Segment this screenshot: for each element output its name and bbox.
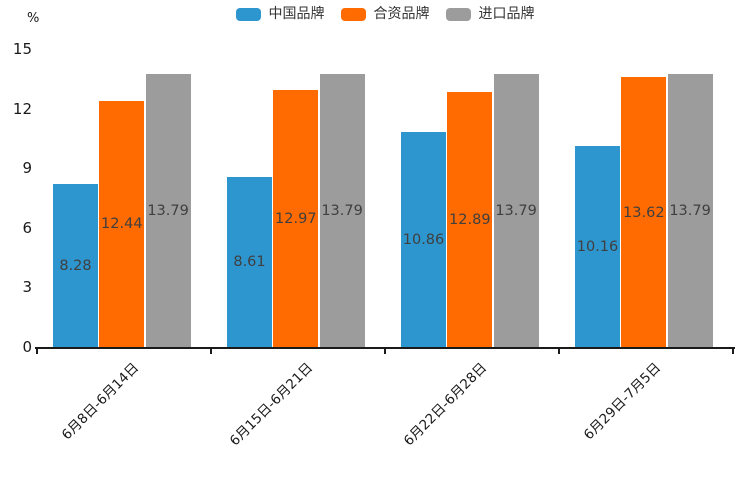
x-tick-mark bbox=[732, 348, 734, 354]
y-tick-label: 6 bbox=[22, 218, 32, 237]
legend-item[interactable]: 中国品牌 bbox=[235, 6, 325, 22]
legend-swatch-icon bbox=[235, 7, 261, 21]
bar bbox=[621, 77, 667, 348]
bar bbox=[273, 90, 319, 348]
bar-value-label: 8.61 bbox=[233, 254, 266, 271]
bar-value-label: 13.79 bbox=[147, 203, 189, 220]
bar-value-label: 12.97 bbox=[275, 211, 317, 228]
bar-value-label: 10.16 bbox=[576, 239, 619, 256]
bar-value-label: 10.86 bbox=[402, 232, 445, 249]
legend-label: 合资品牌 bbox=[373, 6, 430, 22]
legend-label: 中国品牌 bbox=[268, 6, 325, 22]
x-tick-label: 6月15日-6月21日 bbox=[226, 359, 317, 450]
bar bbox=[319, 74, 365, 348]
legend-item[interactable]: 合资品牌 bbox=[340, 6, 430, 22]
y-tick-label: 3 bbox=[22, 278, 32, 297]
y-tick-label: 12 bbox=[12, 99, 32, 118]
bar-value-label: 12.44 bbox=[101, 216, 143, 233]
y-tick-label: 9 bbox=[22, 159, 32, 178]
x-tick-mark bbox=[384, 348, 386, 354]
bar bbox=[401, 132, 446, 348]
bar bbox=[145, 74, 191, 348]
x-tick-label: 6月8日-6月14日 bbox=[58, 359, 143, 444]
bar bbox=[53, 183, 98, 348]
bar bbox=[575, 146, 620, 348]
bar bbox=[447, 91, 493, 348]
bar-value-label: 13.79 bbox=[669, 203, 711, 220]
legend-swatch-icon bbox=[340, 7, 366, 21]
y-tick-label: 15 bbox=[12, 40, 32, 58]
bar-value-label: 13.79 bbox=[321, 203, 363, 220]
y-axis-unit-label: % bbox=[27, 11, 40, 26]
bar bbox=[493, 74, 539, 348]
chart-legend: 中国品牌 合资品牌 进口品牌 bbox=[37, 6, 733, 22]
bar-value-label: 8.28 bbox=[59, 257, 92, 274]
x-tick-label: 6月22日-6月28日 bbox=[400, 359, 491, 450]
y-tick-label: 0 bbox=[22, 338, 32, 356]
bar-value-label: 13.79 bbox=[495, 203, 537, 220]
x-tick-mark bbox=[558, 348, 560, 354]
legend-item[interactable]: 进口品牌 bbox=[445, 6, 535, 22]
bar bbox=[99, 100, 145, 348]
bar-value-label: 12.89 bbox=[449, 211, 491, 228]
legend-label: 进口品牌 bbox=[478, 6, 535, 22]
x-tick-mark bbox=[210, 348, 212, 354]
legend-swatch-icon bbox=[445, 7, 471, 21]
bar bbox=[667, 74, 713, 348]
x-tick-label: 6月29日-7月5日 bbox=[580, 359, 665, 444]
x-tick-mark bbox=[36, 348, 38, 354]
bar bbox=[227, 176, 272, 348]
bar-value-label: 13.62 bbox=[623, 204, 665, 221]
